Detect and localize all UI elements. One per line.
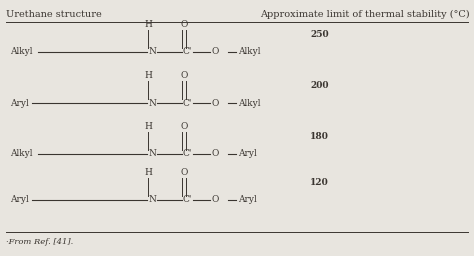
Text: C': C' xyxy=(182,99,191,108)
Text: Urethane structure: Urethane structure xyxy=(6,10,102,19)
Text: Approximate limit of thermal stability (°C): Approximate limit of thermal stability (… xyxy=(260,10,470,19)
Text: O: O xyxy=(211,99,219,108)
Text: H: H xyxy=(144,168,152,177)
Text: O: O xyxy=(180,168,188,177)
Text: ·From Ref. [41].: ·From Ref. [41]. xyxy=(6,238,73,246)
Text: 120: 120 xyxy=(310,178,329,187)
Text: Aryl: Aryl xyxy=(10,196,29,205)
Text: O: O xyxy=(180,71,188,80)
Text: Aryl: Aryl xyxy=(238,196,257,205)
Text: O: O xyxy=(211,48,219,57)
Text: O: O xyxy=(180,20,188,29)
Text: C': C' xyxy=(182,48,191,57)
Text: C': C' xyxy=(182,196,191,205)
Text: O: O xyxy=(211,150,219,158)
Text: Aryl: Aryl xyxy=(238,150,257,158)
Text: 200: 200 xyxy=(310,81,328,90)
Text: H: H xyxy=(144,20,152,29)
Text: 180: 180 xyxy=(310,132,329,141)
Text: O: O xyxy=(180,122,188,131)
Text: Alkyl: Alkyl xyxy=(10,150,33,158)
Text: N: N xyxy=(148,48,156,57)
Text: Alkyl: Alkyl xyxy=(238,48,261,57)
Text: H: H xyxy=(144,71,152,80)
Text: H: H xyxy=(144,122,152,131)
Text: N: N xyxy=(148,150,156,158)
Text: Aryl: Aryl xyxy=(10,99,29,108)
Text: C': C' xyxy=(182,150,191,158)
Text: N: N xyxy=(148,196,156,205)
Text: Alkyl: Alkyl xyxy=(238,99,261,108)
Text: 250: 250 xyxy=(310,30,328,39)
Text: Alkyl: Alkyl xyxy=(10,48,33,57)
Text: N: N xyxy=(148,99,156,108)
Text: O: O xyxy=(211,196,219,205)
